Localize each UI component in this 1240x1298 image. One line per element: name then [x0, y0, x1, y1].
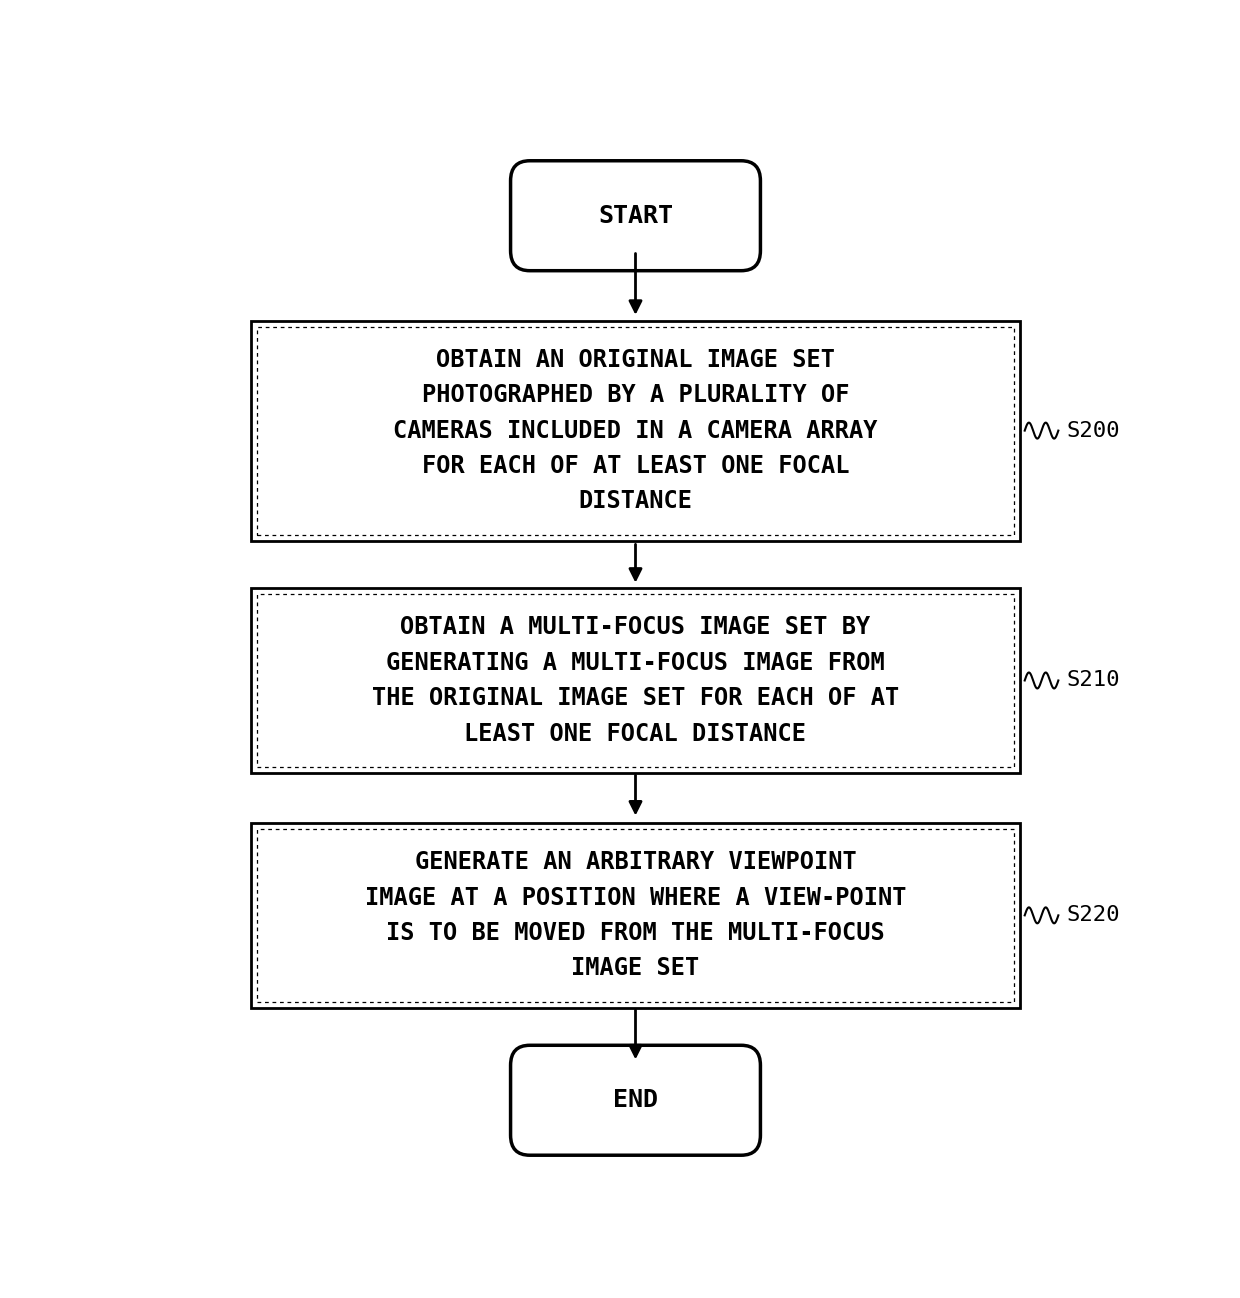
Text: OBTAIN A MULTI-FOCUS IMAGE SET BY
GENERATING A MULTI-FOCUS IMAGE FROM
THE ORIGIN: OBTAIN A MULTI-FOCUS IMAGE SET BY GENERA…: [372, 615, 899, 745]
Bar: [250, 321, 1021, 540]
Bar: [257, 829, 1014, 1002]
Text: S220: S220: [1066, 905, 1120, 925]
Bar: [257, 327, 1014, 535]
Text: START: START: [598, 204, 673, 227]
Text: S210: S210: [1066, 671, 1120, 691]
Bar: [250, 823, 1021, 1007]
Bar: [257, 594, 1014, 767]
FancyBboxPatch shape: [511, 161, 760, 271]
Bar: [250, 588, 1021, 772]
Text: OBTAIN AN ORIGINAL IMAGE SET
PHOTOGRAPHED BY A PLURALITY OF
CAMERAS INCLUDED IN : OBTAIN AN ORIGINAL IMAGE SET PHOTOGRAPHE…: [393, 348, 878, 514]
Text: S200: S200: [1066, 421, 1120, 440]
FancyBboxPatch shape: [511, 1045, 760, 1155]
Text: GENERATE AN ARBITRARY VIEWPOINT
IMAGE AT A POSITION WHERE A VIEW-POINT
IS TO BE : GENERATE AN ARBITRARY VIEWPOINT IMAGE AT…: [365, 850, 906, 980]
Text: END: END: [613, 1088, 658, 1112]
